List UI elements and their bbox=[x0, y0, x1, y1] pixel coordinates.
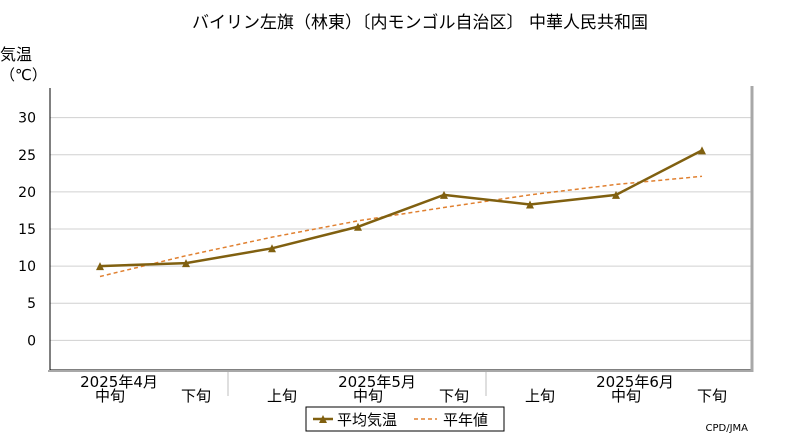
series-layer bbox=[96, 146, 706, 278]
legend-label-normal: 平年値 bbox=[443, 411, 488, 429]
y-axis-label-line2: （℃） bbox=[0, 66, 47, 84]
x-tick-label: 下旬 bbox=[697, 387, 727, 405]
data-point bbox=[698, 146, 706, 155]
chart-title: バイリン左旗（林東）〔内モンゴル自治区〕 中華人民共和国 bbox=[192, 12, 648, 33]
data-point bbox=[96, 262, 104, 271]
credit-label: CPD/JMA bbox=[706, 423, 749, 434]
y-tick-label: 20 bbox=[18, 185, 36, 201]
x-tick-label: 下旬 bbox=[439, 387, 469, 405]
x-month-label: 2025年4月 bbox=[80, 373, 158, 391]
grid-lines bbox=[50, 117, 752, 396]
x-tick-label: 中旬 bbox=[611, 387, 641, 405]
data-point bbox=[612, 190, 620, 199]
x-tick-labels: 中旬 下旬 上旬 中旬 下旬 上旬 中旬 下旬 2025年4月 2025年5月 2025年6月 bbox=[80, 373, 727, 405]
legend-label-avg: 平均気温 bbox=[337, 411, 397, 429]
x-tick-label: 上旬 bbox=[525, 387, 555, 405]
legend-marker-icon bbox=[319, 415, 327, 423]
y-tick-label: 25 bbox=[18, 148, 36, 164]
x-tick-label: 上旬 bbox=[267, 387, 297, 405]
data-point bbox=[354, 222, 362, 231]
y-tick-label: 5 bbox=[27, 296, 36, 312]
data-point bbox=[526, 200, 534, 209]
y-tick-labels: 0 5 10 15 20 25 30 bbox=[18, 111, 36, 350]
x-tick-label: 中旬 bbox=[353, 387, 383, 405]
y-tick-label: 30 bbox=[18, 111, 36, 127]
x-tick-label: 下旬 bbox=[181, 387, 211, 405]
y-axis-label-line1: 気温 bbox=[0, 45, 32, 64]
x-month-label: 2025年5月 bbox=[338, 373, 416, 391]
y-tick-label: 10 bbox=[18, 259, 36, 275]
y-tick-label: 0 bbox=[27, 333, 36, 349]
axes bbox=[48, 86, 754, 372]
data-point bbox=[268, 244, 276, 253]
x-tick-label: 中旬 bbox=[95, 387, 125, 405]
data-point bbox=[182, 259, 190, 268]
legend: 平均気温 平年値 bbox=[305, 406, 505, 432]
data-point bbox=[440, 190, 448, 199]
y-tick-label: 15 bbox=[18, 222, 36, 238]
x-month-label: 2025年6月 bbox=[596, 373, 674, 391]
series-line-avg bbox=[99, 149, 703, 268]
